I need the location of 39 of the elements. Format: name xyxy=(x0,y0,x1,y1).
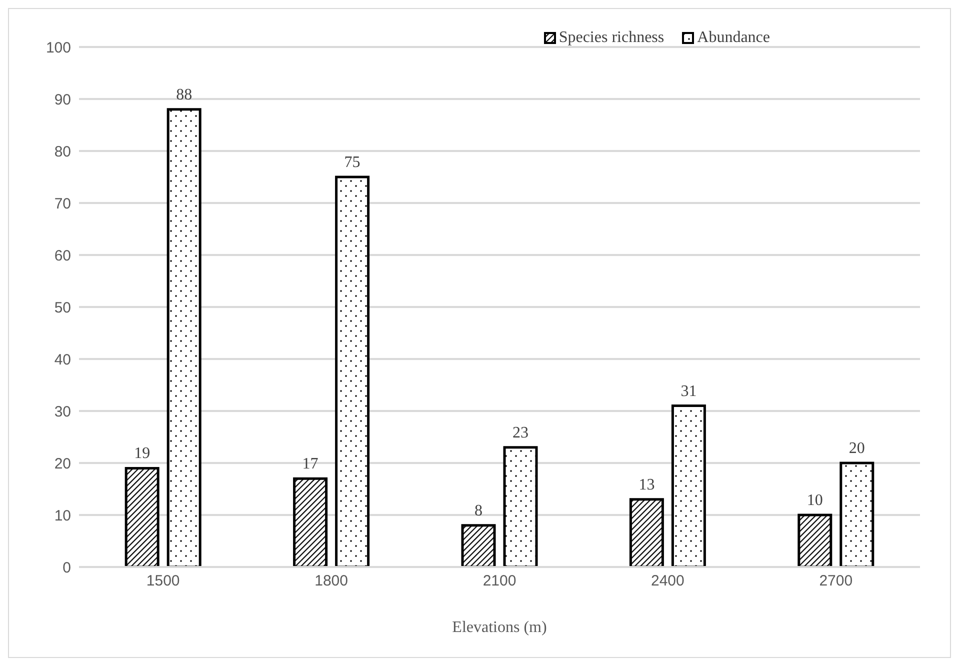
bar xyxy=(335,176,370,567)
data-label: 20 xyxy=(848,440,865,457)
x-tick-label: 2400 xyxy=(651,572,684,590)
y-tick-label: 100 xyxy=(46,39,71,56)
data-label: 75 xyxy=(344,154,360,171)
legend-label: Species richness xyxy=(558,29,664,47)
data-label: 8 xyxy=(474,502,482,520)
data-label: 23 xyxy=(512,424,528,442)
bar xyxy=(671,404,706,567)
data-label: 10 xyxy=(806,492,823,509)
bar xyxy=(840,462,874,567)
x-axis-title: Elevations (m) xyxy=(452,619,547,636)
x-tick-label: 2100 xyxy=(482,572,516,590)
y-tick-label: 0 xyxy=(62,559,71,576)
y-tick-label: 50 xyxy=(54,299,71,316)
bar xyxy=(124,466,160,567)
y-tick-label: 90 xyxy=(54,91,71,108)
bar xyxy=(798,514,832,567)
y-tick-label: 70 xyxy=(54,195,71,212)
y-tick-label: 10 xyxy=(54,507,71,524)
x-tick-label: 2700 xyxy=(819,572,853,590)
x-tick-label: 1500 xyxy=(146,572,180,590)
bar xyxy=(166,108,202,567)
data-label: 88 xyxy=(176,86,192,104)
y-tick-label: 60 xyxy=(54,247,71,264)
y-tick-label: 40 xyxy=(54,351,71,368)
bar xyxy=(293,477,328,567)
data-label: 19 xyxy=(134,445,150,462)
bar xyxy=(461,524,496,567)
bar xyxy=(503,446,538,567)
bar xyxy=(629,498,664,567)
data-label: 17 xyxy=(302,456,318,473)
y-tick-label: 80 xyxy=(54,143,71,160)
y-tick-label: 30 xyxy=(54,403,71,420)
legend-label: Abundance xyxy=(696,29,770,47)
y-tick-label: 20 xyxy=(54,455,71,472)
data-label: 13 xyxy=(638,476,655,494)
x-tick-label: 1800 xyxy=(314,572,348,590)
data-label: 31 xyxy=(680,382,697,400)
